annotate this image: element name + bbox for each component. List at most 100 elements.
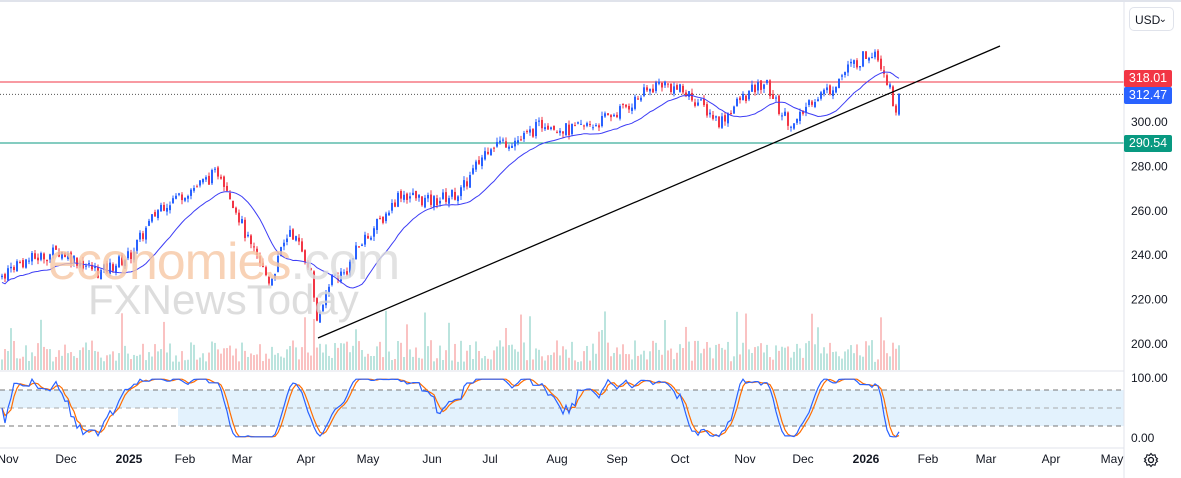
candle-body (886, 75, 888, 86)
candle-body (466, 181, 468, 187)
candle-body (706, 104, 708, 116)
volume-bar (64, 344, 66, 370)
candle-body (7, 268, 9, 281)
volume-bar (46, 349, 48, 370)
candle-body (382, 216, 384, 223)
volume-bar (625, 354, 627, 370)
volume-bar (847, 349, 849, 370)
candle-body (355, 245, 357, 260)
candle-body (859, 65, 861, 68)
volume-bar (604, 311, 606, 370)
volume-bar (418, 357, 420, 370)
candle-body (583, 125, 585, 127)
candle-body (376, 218, 378, 230)
volume-bar (421, 358, 423, 370)
candle-body (745, 95, 747, 101)
candle-body (325, 293, 327, 306)
volume-bar (319, 343, 321, 370)
volume-bar (373, 355, 375, 370)
candle-body (43, 253, 45, 260)
volume-bar (55, 356, 57, 370)
candle-body (211, 169, 213, 184)
volume-bar (670, 348, 672, 370)
volume-bar (514, 349, 516, 370)
candle-body (535, 121, 537, 137)
candle-body (361, 244, 363, 246)
candle-body (49, 254, 51, 260)
currency-selector[interactable]: USD ⌄ (1129, 7, 1174, 31)
candle-body (541, 119, 543, 129)
candle-body (379, 217, 381, 219)
volume-bar (166, 352, 168, 370)
candle-body (442, 192, 444, 199)
volume-bar (469, 344, 471, 370)
time-axis-label: Mar (232, 452, 253, 466)
volume-bar (106, 355, 108, 370)
volume-bar (145, 360, 147, 370)
gear-icon[interactable] (1143, 452, 1159, 468)
candle-body (109, 262, 111, 274)
candle-body (313, 271, 315, 298)
candle-body (256, 248, 258, 256)
candle-body (421, 196, 423, 206)
volume-bar (736, 311, 738, 370)
volume-bar (109, 354, 111, 370)
volume-bar (277, 353, 279, 370)
volume-bar (232, 355, 234, 370)
candle-body (391, 202, 393, 211)
volume-bar (769, 357, 771, 370)
volume-bar (523, 342, 525, 370)
chevron-down-icon: ⌄ (1158, 14, 1167, 25)
volume-bar (730, 361, 732, 370)
candle-body (739, 97, 741, 101)
volume-bar (778, 350, 780, 370)
volume-bar (229, 345, 231, 370)
volume-bar (163, 321, 165, 370)
candle-body (169, 205, 171, 211)
candle-body (586, 123, 588, 126)
volume-bar (643, 350, 645, 370)
volume-bar (91, 340, 93, 370)
candle-body (238, 212, 240, 223)
candle-body (625, 104, 627, 107)
volume-bar (718, 343, 720, 370)
candle-body (121, 255, 123, 265)
stochastic-d-line (1, 378, 900, 438)
candle-body (148, 220, 150, 226)
candle-body (277, 255, 279, 272)
candle-body (46, 259, 48, 262)
volume-bar (4, 349, 6, 370)
candle-body (652, 88, 654, 93)
price-axis-label: 280.00 (1131, 159, 1168, 173)
candle-body (640, 97, 642, 101)
candle-body (865, 51, 867, 60)
volume-bar (634, 340, 636, 370)
candle-body (268, 276, 270, 284)
candle-body (796, 118, 798, 123)
price-axis-label: 260.00 (1131, 204, 1168, 218)
candle-body (727, 113, 729, 124)
candle-body (103, 264, 105, 270)
volume-bar (205, 361, 207, 370)
volume-bar (883, 340, 885, 370)
volume-bar (805, 343, 807, 370)
volume-bar (484, 356, 486, 370)
volume-bar (763, 352, 765, 370)
volume-bar (34, 356, 36, 370)
candle-body (262, 262, 264, 267)
volume-bar (544, 360, 546, 370)
volume-bar (712, 358, 714, 370)
candle-body (718, 116, 720, 128)
volume-bar (61, 355, 63, 370)
candle-body (481, 157, 483, 167)
candle-body (592, 127, 594, 129)
volume-bar (202, 353, 204, 370)
volume-bar (7, 351, 9, 370)
volume-bar (298, 359, 300, 370)
volume-bar (631, 359, 633, 370)
candle-body (880, 58, 882, 70)
candle-body (346, 271, 348, 275)
candle-body (112, 264, 114, 271)
